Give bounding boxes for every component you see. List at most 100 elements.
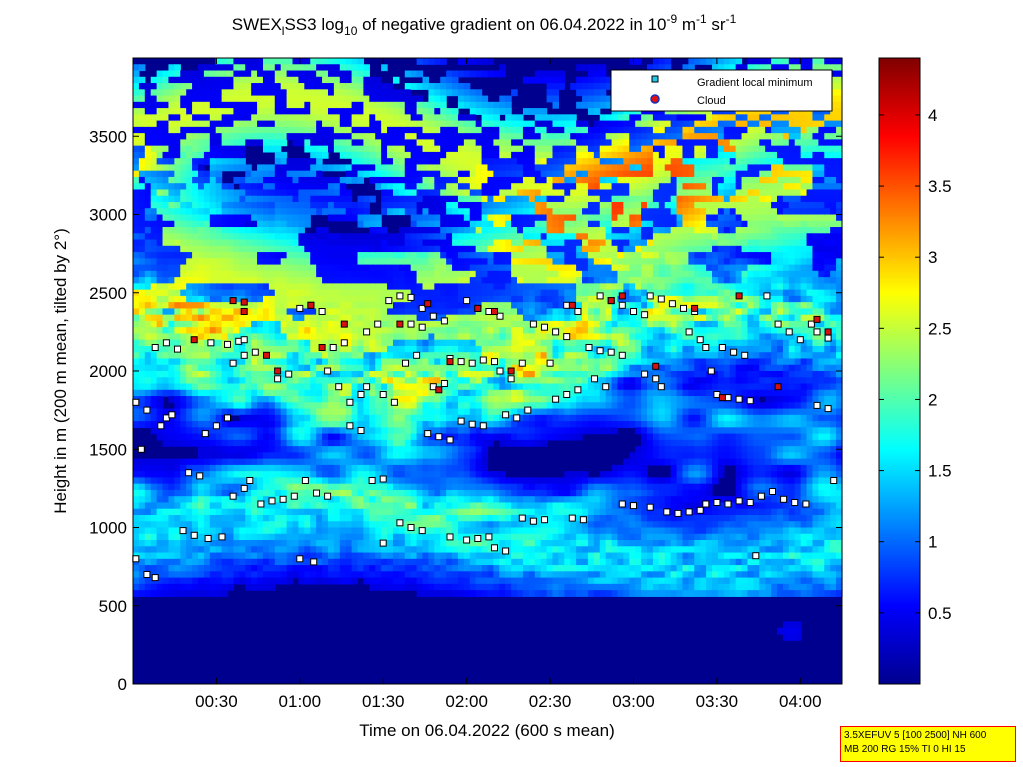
heatmap-cell [150, 95, 158, 103]
heatmap-cell [345, 489, 353, 497]
heatmap-cell [457, 101, 465, 109]
heatmap-cell [168, 514, 175, 522]
heatmap-cell [150, 377, 158, 385]
heatmap-cell [274, 358, 282, 366]
heatmap-cell [351, 308, 359, 316]
heatmap-cell [274, 433, 282, 441]
heatmap-cell [369, 483, 376, 491]
heatmap-cell [280, 439, 288, 447]
heatmap-cell [310, 577, 317, 585]
heatmap-cell [440, 233, 447, 241]
heatmap-cell [304, 64, 311, 72]
heatmap-cell [298, 402, 305, 410]
heatmap-cell [440, 421, 447, 428]
heatmap-cell [209, 502, 217, 510]
heatmap-cell [481, 120, 489, 128]
heatmap-cell [162, 233, 170, 241]
heatmap-cell [245, 389, 252, 397]
heatmap-cell [446, 389, 453, 397]
heatmap-cell [351, 452, 359, 460]
heatmap-cell [487, 590, 495, 597]
heatmap-cell [298, 421, 305, 428]
heatmap-cell [457, 496, 465, 504]
heatmap-cell [192, 396, 199, 403]
heatmap-cell [239, 126, 246, 134]
heatmap-cell [209, 540, 217, 547]
heatmap-cell [404, 427, 412, 435]
heatmap-cell [227, 371, 235, 378]
heatmap-cell [245, 295, 252, 303]
heatmap-cell [186, 408, 193, 416]
heatmap-cell [144, 502, 152, 510]
heatmap-cell [375, 358, 382, 366]
heatmap-cell [422, 496, 430, 504]
heatmap-cell [434, 546, 441, 554]
heatmap-cell [375, 421, 382, 428]
heatmap-cell [239, 145, 246, 153]
heatmap-cell [180, 139, 187, 147]
heatmap-cell [345, 471, 353, 479]
heatmap-cell [138, 483, 146, 491]
heatmap-cell [316, 108, 323, 115]
heatmap-cell [381, 352, 388, 360]
heatmap-cell [428, 502, 435, 510]
heatmap-cell [257, 101, 264, 109]
heatmap-cell [268, 558, 276, 566]
heatmap-cell [268, 402, 276, 410]
heatmap-cell [387, 408, 394, 416]
heatmap-cell [209, 289, 217, 297]
heatmap-cell [392, 89, 400, 97]
heatmap-cell [339, 95, 347, 103]
heatmap-cell [192, 514, 199, 522]
heatmap-cell [168, 571, 175, 579]
heatmap-cell [280, 214, 288, 222]
heatmap-cell [452, 483, 459, 491]
heatmap-cell [452, 308, 459, 316]
heatmap-cell [133, 308, 140, 316]
heatmap-cell [434, 408, 441, 416]
heatmap-cell [197, 295, 205, 303]
heatmap-cell [446, 201, 453, 209]
heatmap-cell [233, 270, 240, 278]
heatmap-cell [428, 108, 435, 115]
heatmap-cell [286, 408, 294, 416]
heatmap-cell [351, 527, 359, 535]
heatmap-cell [457, 145, 465, 153]
heatmap-cell [481, 577, 489, 585]
heatmap-cell [463, 577, 471, 585]
heatmap-cell [428, 408, 435, 416]
heatmap-cell [457, 58, 465, 65]
heatmap-cell [310, 139, 317, 147]
heatmap-cell [416, 508, 424, 516]
heatmap-cell [469, 252, 477, 259]
heatmap-cell [475, 101, 483, 109]
heatmap-cell [239, 389, 246, 397]
heatmap-cell [481, 389, 489, 397]
heatmap-cell [174, 427, 181, 435]
heatmap-cell [357, 327, 365, 335]
heatmap-cell [197, 571, 205, 579]
heatmap-cell [416, 95, 424, 103]
heatmap-cell [156, 427, 164, 435]
heatmap-cell [192, 108, 199, 115]
heatmap-cell [203, 477, 211, 485]
heatmap-cell [410, 377, 418, 385]
heatmap-cell [233, 458, 240, 466]
heatmap-cell [310, 195, 317, 203]
heatmap-cell [493, 277, 500, 284]
heatmap-cell [268, 483, 276, 491]
heatmap-cell [192, 458, 199, 466]
heatmap-cell [251, 95, 258, 103]
heatmap-cell [463, 402, 471, 410]
heatmap-cell [133, 565, 140, 572]
heatmap-cell [133, 352, 140, 360]
heatmap-cell [333, 145, 341, 153]
heatmap-cell [333, 108, 341, 115]
heatmap-cell [138, 189, 146, 197]
heatmap-cell [168, 158, 175, 166]
heatmap-cell [481, 70, 489, 78]
heatmap-cell [209, 277, 217, 284]
heatmap-cell [339, 64, 347, 72]
heatmap-cell [227, 389, 235, 397]
heatmap-cell [333, 483, 341, 491]
